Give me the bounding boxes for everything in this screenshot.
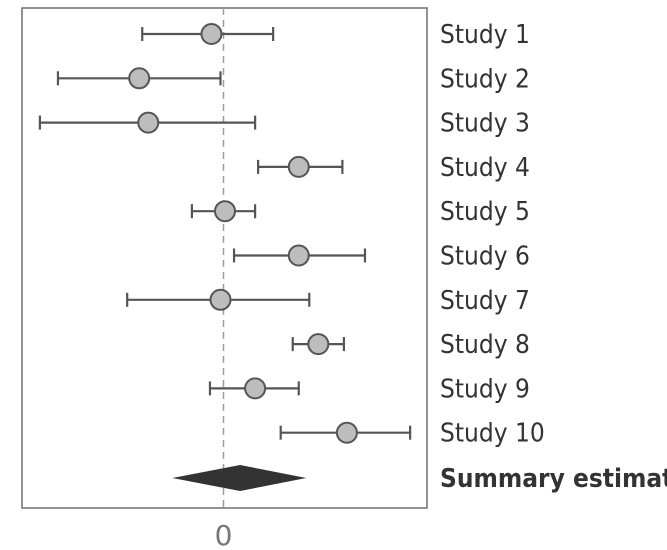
label-layer: Study 1 Study 2 Study 3 Study 4 Study 5 Study… bbox=[440, 20, 667, 494]
study-label: Study 7 bbox=[440, 286, 530, 316]
summary-layer bbox=[172, 465, 307, 491]
study-label: Study 10 bbox=[440, 419, 545, 449]
summary-diamond bbox=[172, 465, 307, 491]
plot-frame bbox=[21, 7, 428, 509]
study-label: Study 9 bbox=[440, 374, 530, 404]
study-point bbox=[287, 155, 310, 178]
study-label: Study 3 bbox=[440, 109, 530, 139]
study-label: Study 1 bbox=[440, 20, 530, 50]
study-point bbox=[137, 111, 160, 134]
study-point bbox=[244, 377, 267, 400]
point-layer bbox=[128, 23, 358, 444]
summary-label: Summary estimate bbox=[440, 464, 667, 494]
study-label: Study 5 bbox=[440, 197, 530, 227]
study-label: Study 4 bbox=[440, 153, 530, 183]
study-point bbox=[214, 200, 237, 223]
study-point bbox=[307, 333, 330, 356]
study-point bbox=[200, 23, 223, 45]
study-point bbox=[128, 67, 151, 90]
study-point bbox=[209, 288, 232, 311]
study-label: Study 2 bbox=[440, 64, 530, 94]
whisker-layer bbox=[38, 27, 412, 440]
study-label: Study 8 bbox=[440, 330, 530, 360]
x-tick-layer: 0 bbox=[215, 519, 233, 550]
study-point bbox=[335, 421, 358, 444]
study-label: Study 6 bbox=[440, 242, 530, 272]
x-tick-label: 0 bbox=[215, 519, 233, 550]
study-point bbox=[287, 244, 310, 267]
